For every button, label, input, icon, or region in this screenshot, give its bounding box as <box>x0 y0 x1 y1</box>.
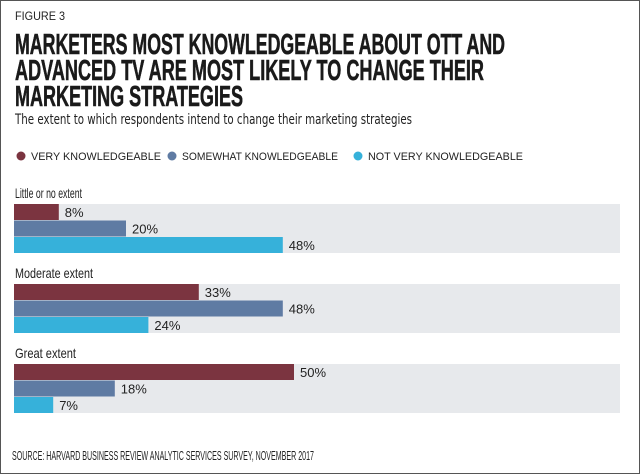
title-line-1: MARKETERS MOST KNOWLEDGEABLE ABOUT OTT A… <box>15 29 505 61</box>
value-label: 7% <box>59 398 78 413</box>
value-label: 50% <box>300 365 326 380</box>
bar <box>14 300 283 317</box>
legend: VERY KNOWLEDGEABLE SOMEWHAT KNOWLEDGEABLE… <box>16 151 523 163</box>
legend-label: NOT VERY KNOWLEDGEABLE <box>368 151 523 163</box>
bar <box>14 397 54 413</box>
value-label: 20% <box>132 222 158 237</box>
bar <box>14 237 283 253</box>
category-label: Little or no extent <box>15 185 82 201</box>
value-label: 48% <box>289 238 315 253</box>
legend-swatch-1 <box>167 151 177 161</box>
title-line-3: MARKETING STRATEGIES <box>15 81 243 113</box>
source-note: SOURCE: HARVARD BUSINESS REVIEW ANALYTIC… <box>12 448 314 463</box>
category-label: Moderate extent <box>15 265 93 281</box>
bar <box>14 380 115 397</box>
value-label: 8% <box>65 205 84 220</box>
bar-group: Little or no extent 8% 20% 48% <box>14 185 620 253</box>
legend-label: VERY KNOWLEDGEABLE <box>31 151 161 163</box>
legend-swatch-0 <box>16 151 26 161</box>
bar <box>14 284 199 300</box>
bar-group: Moderate extent 33% 48% 24% <box>14 265 620 333</box>
figure-label: FIGURE 3 <box>15 9 65 23</box>
bar <box>14 364 294 380</box>
value-label: 18% <box>121 382 147 397</box>
legend-label: SOMEWHAT KNOWLEDGEABLE <box>182 151 338 163</box>
value-label: 24% <box>154 318 180 333</box>
bar <box>14 204 59 220</box>
value-label: 48% <box>289 302 315 317</box>
bar <box>14 220 126 237</box>
category-label: Great extent <box>15 345 76 361</box>
value-label: 33% <box>205 285 231 300</box>
bar-group: Great extent 50% 18% 7% <box>14 345 620 413</box>
subtitle: The extent to which respondents intend t… <box>14 112 412 128</box>
title-line-2: ADVANCED TV ARE MOST LIKELY TO CHANGE TH… <box>15 55 484 87</box>
legend-swatch-2 <box>353 151 363 161</box>
bar <box>14 317 149 333</box>
